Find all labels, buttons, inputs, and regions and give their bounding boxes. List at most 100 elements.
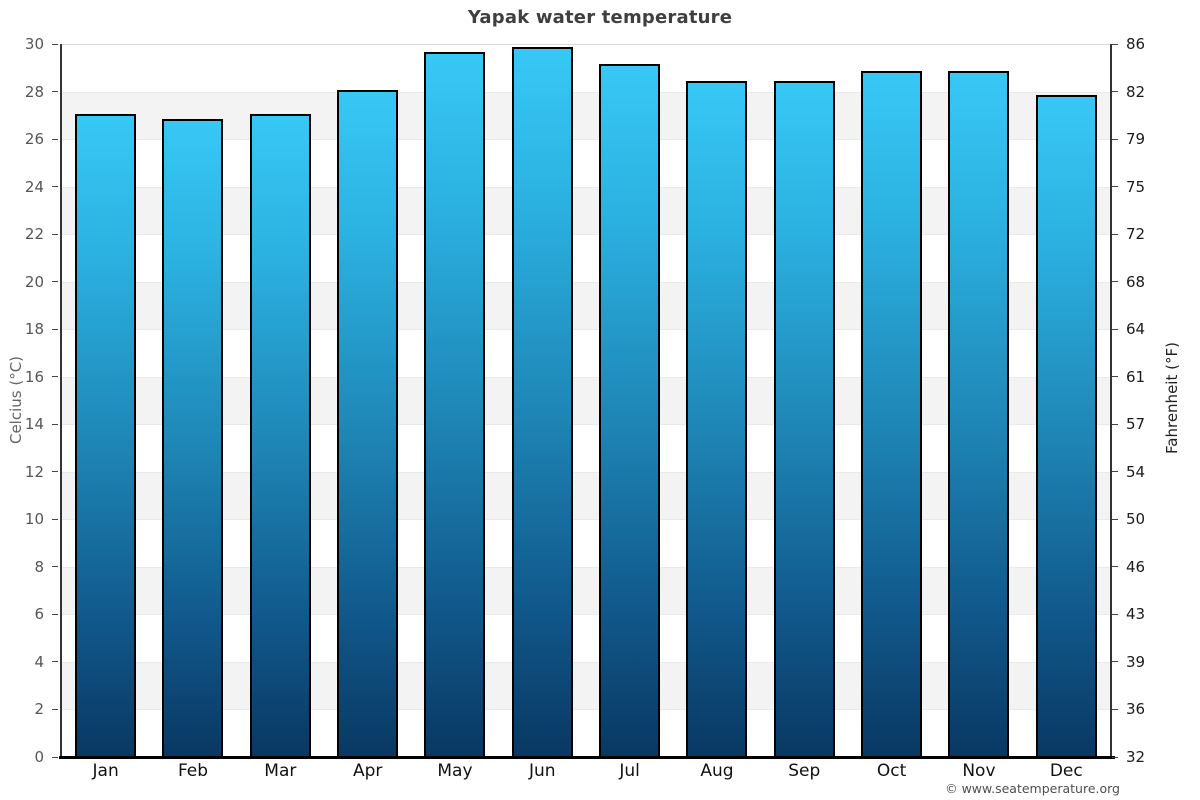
- celsius-tick-label-26: 26: [24, 130, 44, 149]
- grid-band: [62, 709, 1110, 757]
- bar-slot-oct: [848, 45, 935, 757]
- celsius-tick-label-20: 20: [24, 272, 44, 291]
- y-axis-title-fahrenheit: Fahrenheit (°F): [1163, 342, 1181, 454]
- grid-band: [62, 472, 1110, 520]
- grid-bands: [62, 45, 1110, 757]
- x-axis-label-jul: Jul: [619, 761, 640, 781]
- celsius-tick-mark: [52, 756, 58, 758]
- bar-jan: [75, 113, 137, 757]
- bar-apr: [337, 90, 399, 757]
- celsius-tick-mark: [52, 661, 58, 663]
- grid-band: [62, 329, 1110, 378]
- celsius-tick-label-4: 4: [34, 652, 44, 671]
- celsius-tick-label-12: 12: [24, 462, 44, 481]
- x-axis-label-sep: Sep: [788, 761, 821, 781]
- grid-band: [62, 662, 1110, 710]
- bar-dec: [1035, 94, 1097, 757]
- x-axis-label-oct: Oct: [876, 761, 907, 781]
- bars-container: [62, 45, 1110, 757]
- x-axis-label-nov: Nov: [962, 761, 996, 781]
- bar-aug: [686, 80, 748, 757]
- celsius-tick-mark: [52, 518, 58, 520]
- fahrenheit-tick-mark: [1112, 423, 1118, 425]
- x-axis-label-apr: Apr: [352, 761, 383, 781]
- x-axis-label-feb: Feb: [177, 761, 209, 781]
- fahrenheit-tick-mark: [1112, 471, 1118, 473]
- celsius-tick-label-0: 0: [34, 748, 44, 766]
- fahrenheit-tick-mark: [1112, 518, 1118, 520]
- bar-slot-sep: [761, 45, 848, 757]
- bar-nov: [948, 71, 1010, 757]
- fahrenheit-tick-label-75: 75: [1126, 177, 1146, 196]
- fahrenheit-tick-label-79: 79: [1126, 130, 1146, 149]
- celsius-tick-mark: [52, 566, 58, 568]
- celsius-tick-mark: [52, 708, 58, 710]
- bar-jul: [599, 64, 661, 757]
- x-axis-label-mar: Mar: [264, 761, 297, 781]
- grid-band: [62, 377, 1110, 425]
- fahrenheit-tick-mark: [1112, 566, 1118, 568]
- celsius-tick-mark: [52, 328, 58, 330]
- bar-slot-jan: [62, 45, 149, 757]
- fahrenheit-tick-label-46: 46: [1126, 557, 1146, 576]
- plot-area: [62, 44, 1110, 757]
- celsius-tick-mark: [52, 138, 58, 140]
- bar-feb: [162, 118, 224, 757]
- x-axis-labels: Jan Feb Mar Apr May Jun Jul Aug Sep Oct Nov Dec: [62, 761, 1110, 781]
- fahrenheit-tick-mark: [1112, 756, 1118, 758]
- celsius-tick-label-18: 18: [24, 320, 44, 339]
- celsius-tick-mark: [52, 281, 58, 283]
- celsius-tick-label-16: 16: [24, 367, 44, 386]
- bar-mar: [249, 113, 311, 757]
- bar-slot-jul: [586, 45, 673, 757]
- fahrenheit-tick-mark: [1112, 613, 1118, 615]
- bar-slot-apr: [324, 45, 411, 757]
- fahrenheit-tick-label-68: 68: [1126, 272, 1146, 291]
- celsius-tick-label-8: 8: [34, 557, 44, 576]
- fahrenheit-tick-mark: [1112, 281, 1118, 283]
- bar-slot-feb: [149, 45, 236, 757]
- celsius-tick-label-30: 30: [24, 35, 44, 53]
- grid-band: [62, 45, 1110, 93]
- celsius-tick-mark: [52, 423, 58, 425]
- bar-oct: [861, 71, 923, 757]
- fahrenheit-tick-label-57: 57: [1126, 415, 1146, 434]
- bar-slot-nov: [935, 45, 1022, 757]
- bar-slot-may: [411, 45, 498, 757]
- y-axis-line-right: [1110, 44, 1112, 757]
- celsius-tick-mark: [52, 91, 58, 93]
- celsius-tick-mark: [52, 376, 58, 378]
- celsius-tick-mark: [52, 471, 58, 473]
- bar-slot-mar: [237, 45, 324, 757]
- fahrenheit-tick-mark: [1112, 43, 1118, 45]
- celsius-tick-label-2: 2: [34, 700, 44, 719]
- celsius-tick-label-22: 22: [24, 225, 44, 244]
- y-axis-title-celsius: Celcius (°C): [7, 355, 25, 445]
- grid-band: [62, 282, 1110, 330]
- celsius-tick-label-28: 28: [24, 82, 44, 101]
- grid-band: [62, 567, 1110, 615]
- bar-jun: [511, 47, 573, 757]
- fahrenheit-tick-label-61: 61: [1126, 367, 1146, 386]
- y-axis-ticks-left: 30 28 26 24 22 20 18 16 14 12 10 8 6 4 2 0: [0, 35, 60, 766]
- y-axis-line-left: [60, 44, 62, 757]
- grid-band: [62, 424, 1110, 473]
- fahrenheit-tick-mark: [1112, 91, 1118, 93]
- x-axis-label-dec: Dec: [1049, 761, 1083, 781]
- fahrenheit-tick-label-36: 36: [1126, 700, 1146, 719]
- fahrenheit-tick-label-54: 54: [1126, 462, 1146, 481]
- celsius-tick-mark: [52, 233, 58, 235]
- fahrenheit-tick-mark: [1112, 376, 1118, 378]
- celsius-tick-label-10: 10: [24, 510, 44, 529]
- grid-band: [62, 92, 1110, 140]
- x-axis-label-jun: Jun: [529, 761, 556, 781]
- bar-sep: [773, 80, 835, 757]
- grid-band: [62, 187, 1110, 235]
- celsius-tick-label-6: 6: [34, 605, 44, 624]
- fahrenheit-tick-mark: [1112, 138, 1118, 140]
- grid-band: [62, 519, 1110, 568]
- celsius-tick-mark: [52, 613, 58, 615]
- grid-band: [62, 139, 1110, 188]
- fahrenheit-tick-label-32: 32: [1126, 748, 1146, 766]
